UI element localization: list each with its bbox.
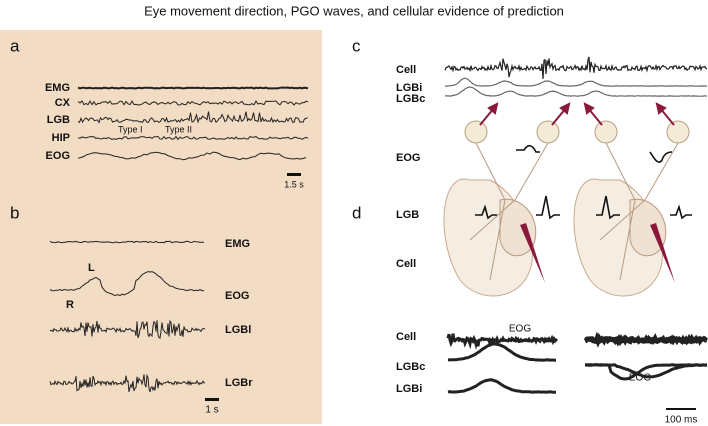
trace-label: EOG: [225, 290, 249, 302]
trace: [444, 86, 708, 97]
panel-label: b: [10, 203, 19, 222]
trace: [584, 363, 708, 379]
electrode: [520, 223, 545, 283]
row-label: EOG: [396, 152, 420, 164]
scale-bar: [287, 173, 301, 176]
trace-label: EMG: [45, 82, 70, 94]
trace: [444, 56, 708, 79]
scale-label: 100 ms: [665, 415, 698, 426]
traces: [49, 56, 708, 394]
annotation: EOG: [629, 373, 651, 384]
annotation: R: [66, 299, 74, 311]
trace: [448, 342, 557, 362]
direction-arrows: [479, 102, 675, 126]
annotation: Type II: [165, 124, 192, 134]
figure-title: Eye movement direction, PGO waves, and c…: [144, 3, 564, 18]
trace: [583, 331, 708, 348]
trace-label: LGBc: [396, 93, 425, 105]
scale-bar: [205, 398, 219, 401]
trace-label: LGBi: [396, 383, 422, 395]
brain-left: [443, 120, 560, 297]
trace: [49, 271, 205, 297]
trace-label: LGBr: [225, 377, 253, 389]
trace: [447, 378, 556, 394]
panel-label: a: [10, 36, 20, 55]
trace: [49, 240, 205, 244]
trace-label: LGBi: [396, 82, 422, 94]
trace-label: LGBl: [225, 324, 251, 336]
brain-right: [573, 120, 690, 297]
trace: [77, 151, 307, 161]
trace-label: EOG: [46, 150, 70, 162]
trace-label: Cell: [396, 331, 416, 343]
schematic-waveforms: [475, 144, 692, 220]
trace-label: HIP: [52, 132, 70, 144]
trace: [445, 77, 708, 87]
trace: [49, 319, 206, 339]
scale-label: 1 s: [205, 405, 218, 416]
trace-label: LGB: [47, 114, 70, 126]
trace-label: CX: [55, 97, 71, 109]
trace-label: Cell: [396, 64, 416, 76]
panel-label: d: [352, 203, 361, 222]
scale-bar: [666, 408, 696, 410]
trace-label: EMG: [225, 238, 250, 250]
annotation: EOG: [509, 324, 531, 335]
row-label: Cell: [396, 258, 416, 270]
trace: [77, 111, 308, 124]
trace: [77, 86, 309, 90]
annotation: Type I: [118, 124, 143, 134]
panel-label: c: [352, 36, 361, 55]
trace: [77, 135, 309, 141]
electrode: [650, 223, 675, 283]
row-label: LGB: [396, 209, 419, 221]
trace: [446, 333, 559, 350]
scale-label: 1.5 s: [284, 179, 304, 189]
trace: [49, 373, 206, 393]
trace-label: LGBc: [396, 361, 425, 373]
annotation: L: [88, 262, 95, 274]
trace: [77, 100, 309, 106]
panel-background: [0, 30, 322, 424]
